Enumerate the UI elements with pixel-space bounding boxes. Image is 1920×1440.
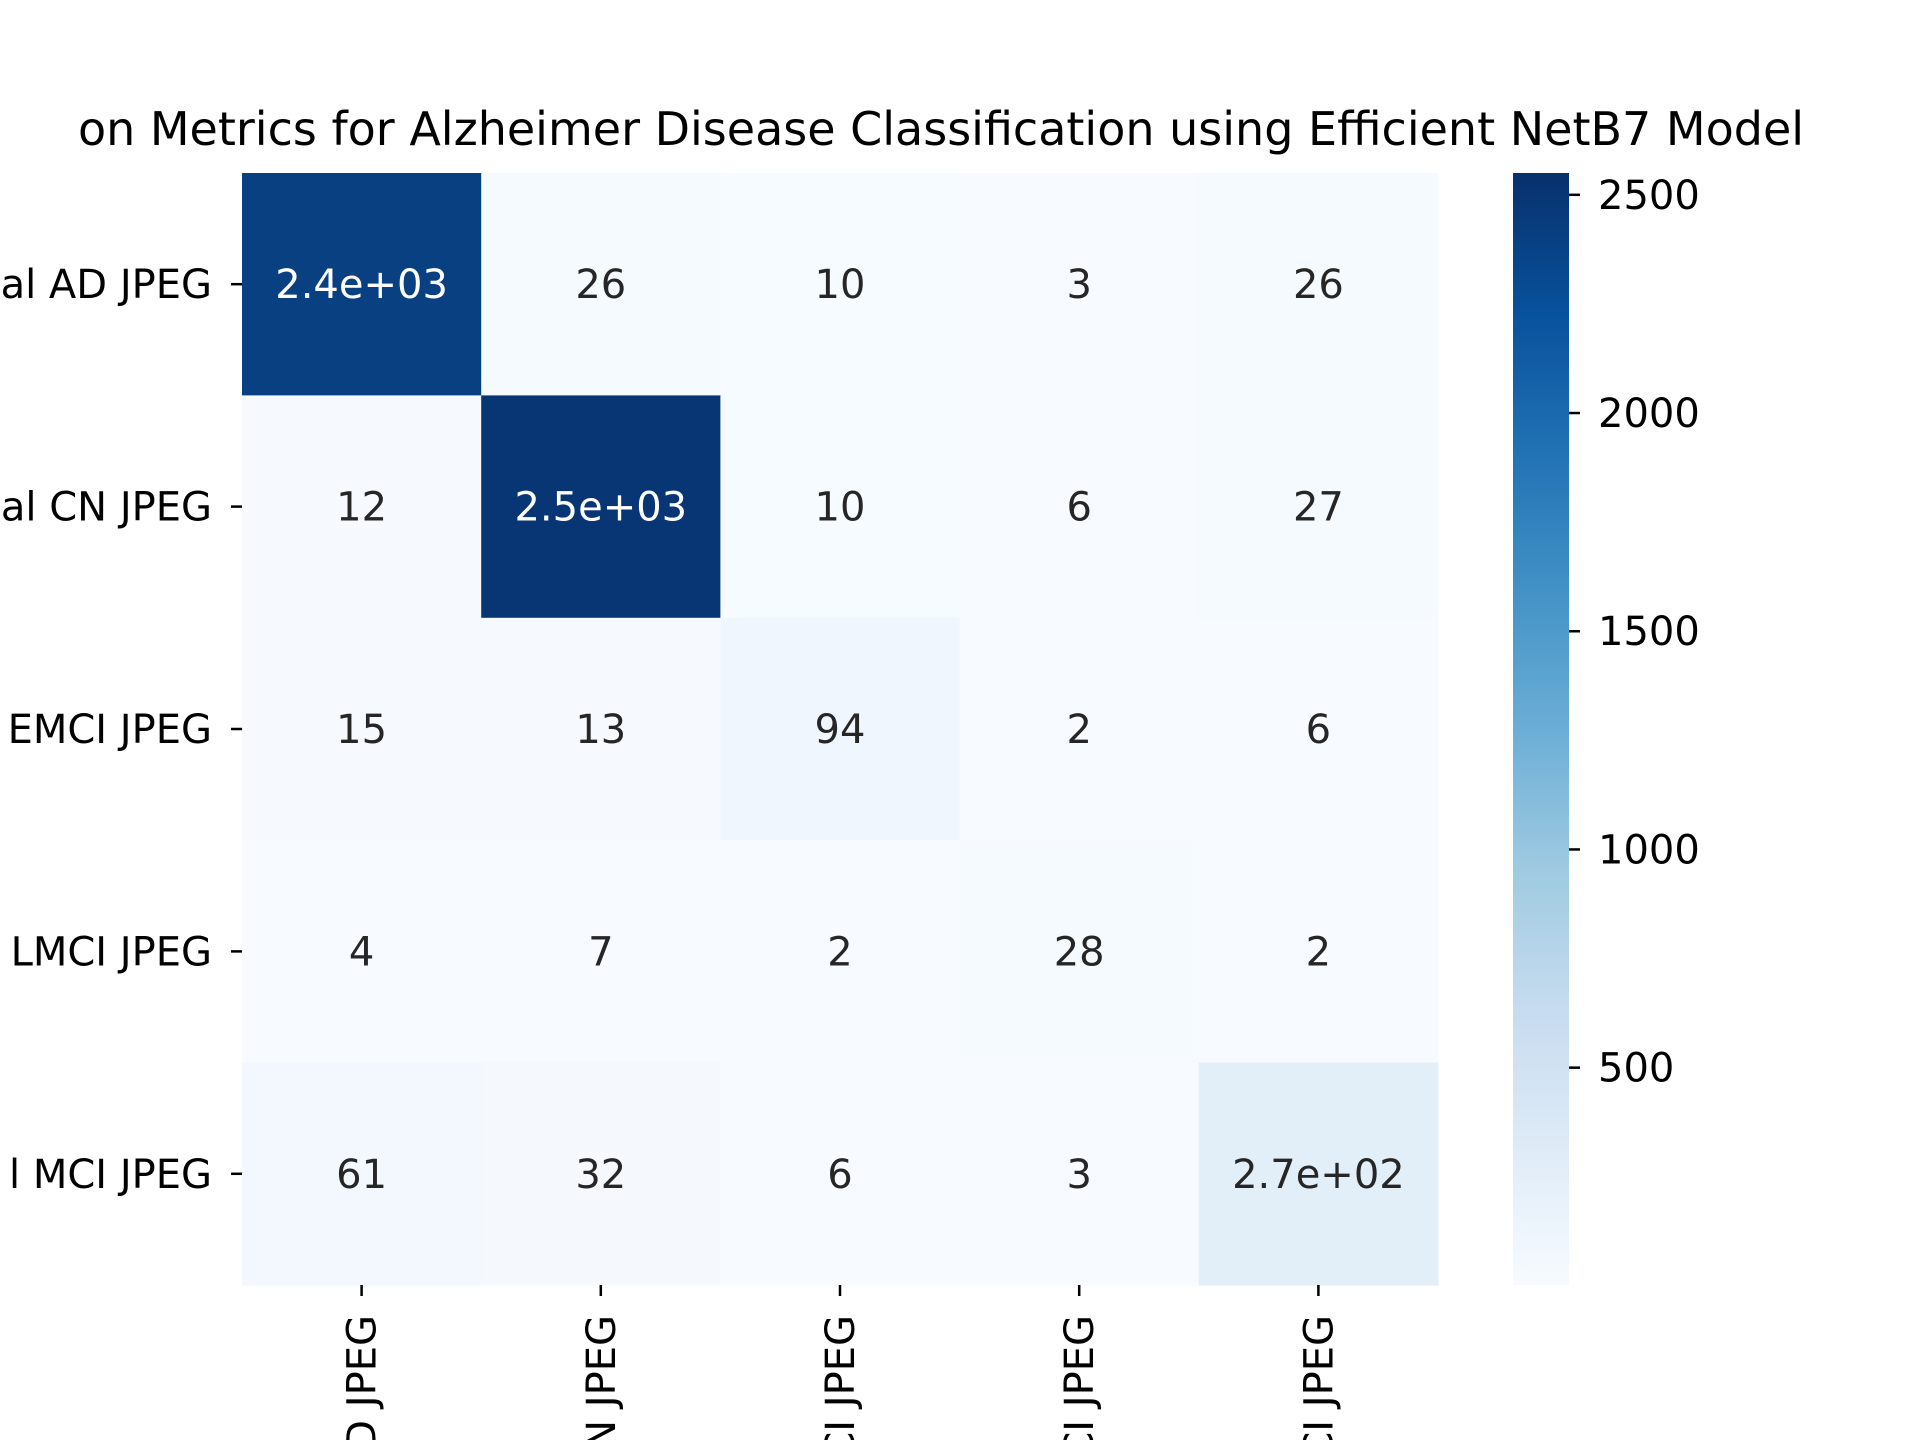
colorbar-tick-label: 2500 <box>1598 173 1700 219</box>
chart-title: on Metrics for Alzheimer Disease Classif… <box>78 102 1804 156</box>
y-tick-label: EMCI JPEG <box>8 707 212 753</box>
cell-annotation: 2.4e+03 <box>275 262 448 308</box>
heatmap-cell <box>1198 1062 1439 1286</box>
cell-annotation: 26 <box>1293 262 1344 308</box>
heatmap-cell <box>1198 617 1439 841</box>
cell-annotation: 3 <box>1066 262 1091 308</box>
heatmap-cell <box>720 1062 961 1286</box>
y-axis: al AD JPEG al CN JPEG EMCI JPEG LMCI JPEG l … <box>1 262 242 1198</box>
cell-annotation: 61 <box>336 1152 387 1198</box>
x-tick-label: D JPEG <box>340 1315 386 1440</box>
cell-annotation: 4 <box>349 929 374 975</box>
y-tick-label: al AD JPEG <box>1 262 212 308</box>
cell-annotation: 6 <box>827 1152 852 1198</box>
y-tick-label: LMCI JPEG <box>11 929 212 975</box>
cell-annotation: 28 <box>1054 929 1105 975</box>
colorbar-gradient <box>1513 173 1569 1285</box>
x-tick-label: CI JPEG <box>1057 1315 1103 1440</box>
heatmap-cell <box>481 617 721 841</box>
heatmap-cell <box>959 840 1200 1064</box>
cell-annotation: 2 <box>1306 929 1331 975</box>
heatmap-cell <box>242 395 482 619</box>
colorbar: 500 1000 1500 2000 2500 <box>1513 173 1700 1285</box>
heatmap-cell <box>720 840 961 1064</box>
cell-annotation: 7 <box>588 929 613 975</box>
heatmap-cell <box>959 173 1200 396</box>
heatmap-cell <box>720 617 961 841</box>
x-tick-label: CI JPEG <box>1296 1315 1342 1440</box>
cell-annotation: 2.7e+02 <box>1232 1152 1405 1198</box>
heatmap-cell <box>481 395 721 619</box>
heatmap-cell <box>720 395 961 619</box>
cell-annotation: 6 <box>1066 485 1091 531</box>
heatmap-cell <box>481 173 721 396</box>
heatmap-cell <box>959 617 1200 841</box>
heatmap-cell <box>481 840 721 1064</box>
heatmap-cell <box>959 1062 1200 1286</box>
colorbar-tick-label: 1000 <box>1598 827 1700 873</box>
cell-annotation: 10 <box>815 262 866 308</box>
heatmap-cell <box>481 1062 721 1286</box>
heatmap-cell <box>242 1062 482 1286</box>
heatmap-cell <box>1198 173 1439 396</box>
cell-annotation: 2 <box>827 929 852 975</box>
y-tick-label: al CN JPEG <box>1 485 212 531</box>
cell-annotation: 2 <box>1066 707 1091 753</box>
heatmap-cell <box>1198 395 1439 619</box>
cell-annotation: 27 <box>1293 485 1344 531</box>
heatmap-cell <box>242 173 482 396</box>
cell-annotation: 3 <box>1066 1152 1091 1198</box>
heatmap-cell <box>242 840 482 1064</box>
x-tick-label: CI JPEG <box>818 1315 864 1440</box>
cell-annotation: 10 <box>815 485 866 531</box>
colorbar-tick-label: 500 <box>1598 1046 1674 1092</box>
cell-annotation: 94 <box>815 707 866 753</box>
y-tick-label: l MCI JPEG <box>9 1152 212 1198</box>
cell-annotation: 13 <box>575 707 626 753</box>
cell-annotation: 2.5e+03 <box>514 485 687 531</box>
cell-annotation: 32 <box>575 1152 626 1198</box>
heatmap-cell <box>720 173 961 396</box>
cell-annotation: 15 <box>336 707 387 753</box>
cell-annotation: 26 <box>575 262 626 308</box>
cell-annotation: 12 <box>336 485 387 531</box>
colorbar-tick-label: 1500 <box>1598 609 1700 655</box>
colorbar-tick-label: 2000 <box>1598 391 1700 437</box>
heatmap-cell <box>242 617 482 841</box>
x-tick-label: N JPEG <box>579 1315 625 1440</box>
heatmap-cell <box>959 395 1200 619</box>
heatmap-cell <box>1198 840 1439 1064</box>
cell-annotation: 6 <box>1306 707 1331 753</box>
x-axis: D JPEG N JPEG CI JPEG CI JPEG CI JPEG <box>340 1285 1342 1440</box>
